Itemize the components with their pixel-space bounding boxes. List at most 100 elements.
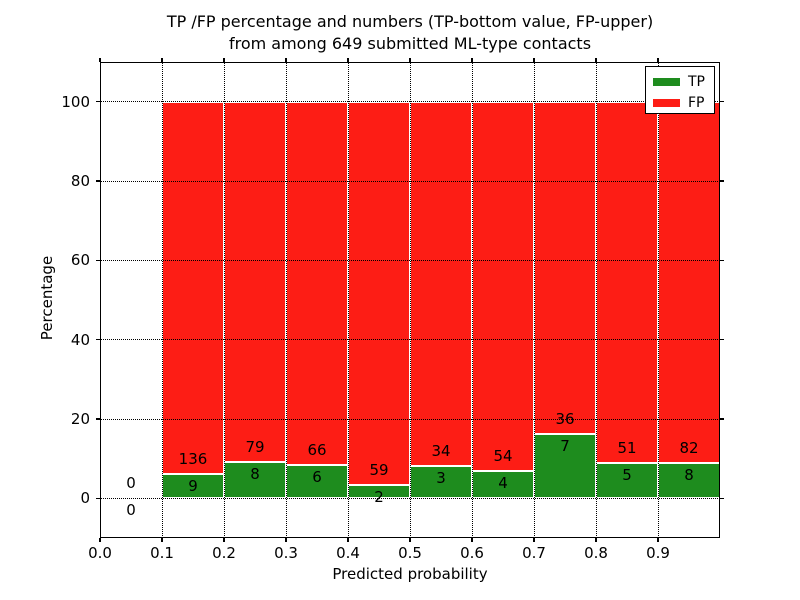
x-tick-label: 0.2 — [212, 544, 236, 562]
gridline-vertical — [347, 62, 349, 538]
x-tick-label: 0.1 — [150, 544, 174, 562]
gridline-vertical — [595, 62, 597, 538]
x-tick-bottom — [657, 538, 659, 542]
y-tick-left — [96, 180, 100, 182]
y-tick-left — [96, 418, 100, 420]
bar-tp — [658, 463, 720, 499]
tp-count-annotation: 7 — [560, 436, 570, 455]
bar-fp — [224, 101, 286, 462]
x-tick-label: 0.3 — [274, 544, 298, 562]
y-tick-label: 100 — [61, 92, 90, 111]
fp-count-annotation: 34 — [431, 442, 451, 461]
y-tick-left — [96, 497, 100, 499]
fp-count-annotation: 36 — [555, 409, 575, 428]
fp-count-annotation: 82 — [679, 439, 699, 458]
tp-count-annotation: 4 — [498, 473, 508, 492]
tp-count-annotation: 8 — [250, 464, 260, 483]
fp-count-annotation: 51 — [617, 438, 637, 457]
x-tick-label: 0.5 — [398, 544, 422, 562]
y-tick-left — [96, 339, 100, 341]
y-tick-label: 40 — [70, 330, 90, 349]
fp-count-annotation: 136 — [178, 449, 208, 468]
x-tick-bottom — [409, 538, 411, 542]
legend: TP FP — [645, 66, 715, 114]
gridline-vertical — [285, 62, 287, 538]
chart-title: TP /FP percentage and numbers (TP-bottom… — [100, 11, 720, 55]
bar-fp — [658, 101, 720, 464]
x-tick-bottom — [285, 538, 287, 542]
y-tick-left — [96, 259, 100, 261]
bar-fp — [596, 101, 658, 463]
gridline-vertical — [471, 62, 473, 538]
gridline-vertical — [409, 62, 411, 538]
bar-fp — [534, 101, 596, 434]
bar-tp — [410, 466, 472, 499]
x-tick-label: 0.4 — [336, 544, 360, 562]
fp-count-annotation: 54 — [493, 446, 513, 465]
tp-count-annotation: 3 — [436, 469, 446, 488]
x-tick-bottom — [471, 538, 473, 542]
x-tick-label: 0.6 — [460, 544, 484, 562]
x-tick-bottom — [595, 538, 597, 542]
x-tick-bottom — [223, 538, 225, 542]
fp-count-annotation: 0 — [126, 474, 136, 493]
fp-count-annotation: 79 — [245, 437, 265, 456]
x-tick-top — [471, 58, 473, 62]
legend-label-fp: FP — [688, 95, 705, 111]
x-axis-label: Predicted probability — [332, 565, 488, 583]
x-tick-bottom — [533, 538, 535, 542]
tp-count-annotation: 2 — [374, 488, 384, 507]
bar-tp — [162, 473, 224, 499]
x-tick-top — [657, 58, 659, 62]
y-tick-right — [720, 339, 724, 341]
legend-swatch-fp — [653, 99, 680, 107]
x-tick-label: 0.0 — [88, 544, 112, 562]
bar-fp — [162, 101, 224, 474]
tp-count-annotation: 8 — [684, 466, 694, 485]
bar-fp — [472, 101, 534, 471]
bar-tp — [596, 462, 658, 499]
bar-tp — [472, 470, 534, 499]
y-tick-right — [720, 497, 724, 499]
gridline-vertical — [533, 62, 535, 538]
gridline-vertical — [161, 62, 163, 538]
y-tick-label: 0 — [80, 489, 90, 508]
bar-tp — [224, 461, 286, 499]
x-tick-label: 0.9 — [646, 544, 670, 562]
tp-count-annotation: 5 — [622, 465, 632, 484]
x-tick-bottom — [99, 538, 101, 542]
fp-count-annotation: 59 — [369, 461, 389, 480]
y-tick-label: 20 — [70, 410, 90, 428]
legend-label-tp: TP — [688, 74, 705, 90]
tp-count-annotation: 0 — [126, 501, 136, 520]
x-tick-bottom — [161, 538, 163, 542]
y-tick-label: 80 — [70, 172, 90, 190]
x-tick-top — [595, 58, 597, 62]
legend-swatch-tp — [653, 78, 680, 86]
chart-title-line2: from among 649 submitted ML-type contact… — [228, 34, 592, 53]
y-tick-right — [720, 418, 724, 420]
x-tick-top — [161, 58, 163, 62]
fp-count-annotation: 66 — [307, 441, 327, 460]
tp-count-annotation: 6 — [312, 468, 322, 487]
tp-count-annotation: 9 — [188, 476, 198, 495]
legend-row: FP — [653, 94, 714, 112]
x-tick-bottom — [347, 538, 349, 542]
bar-fp — [286, 101, 348, 466]
chart-title-line1: TP /FP percentage and numbers (TP-bottom… — [166, 12, 654, 31]
x-tick-label: 0.8 — [584, 544, 608, 562]
y-tick-right — [720, 180, 724, 182]
legend-row: TP — [653, 73, 714, 91]
x-tick-top — [99, 58, 101, 62]
x-tick-label: 0.7 — [522, 544, 546, 562]
bar-fp — [348, 101, 410, 486]
x-tick-top — [347, 58, 349, 62]
y-tick-left — [96, 101, 100, 103]
gridline-vertical — [657, 62, 659, 538]
y-tick-right — [720, 101, 724, 103]
x-tick-top — [409, 58, 411, 62]
plot-area: 0 0 136 9 79 8 66 6 59 2 34 3 54 4 36 7 51 5 82 8 0.0 0.1 0.2 0… — [61, 58, 724, 562]
y-tick-label: 60 — [70, 251, 90, 270]
x-tick-top — [285, 58, 287, 62]
